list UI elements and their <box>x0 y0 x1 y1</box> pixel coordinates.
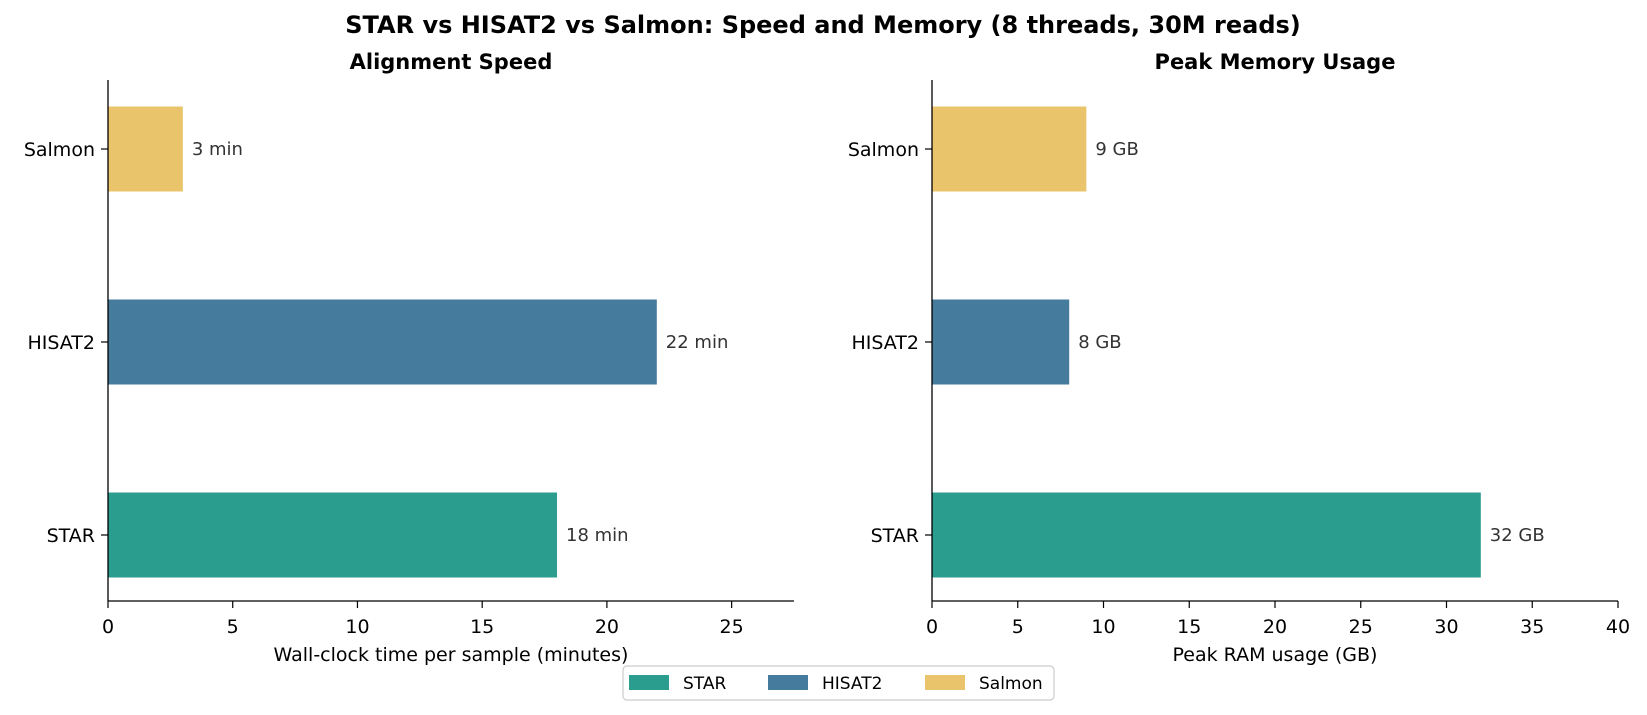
bar-value-label: 32 GB <box>1490 525 1545 546</box>
x-tick-label: 20 <box>1263 616 1287 638</box>
x-tick-label: 0 <box>926 616 938 638</box>
bar-value-label: 22 min <box>666 332 729 353</box>
x-tick-label: 10 <box>345 616 369 638</box>
x-tick-label: 20 <box>595 616 619 638</box>
panel-title: Peak Memory Usage <box>1155 50 1396 74</box>
chart-panel: Peak Memory Usage 32 GB STAR 8 GB HISAT2 9 GB… <box>848 50 1630 666</box>
legend-swatch-star <box>629 675 669 690</box>
y-tick-label: STAR <box>871 525 919 547</box>
chart-suptitle: STAR vs HISAT2 vs Salmon: Speed and Memo… <box>345 11 1301 39</box>
chart-panel: Alignment Speed 18 min STAR 22 min HISAT2 3 m… <box>24 50 794 666</box>
bar-value-label: 8 GB <box>1078 332 1121 353</box>
x-axis-label: Wall-clock time per sample (minutes) <box>274 644 629 666</box>
legend-frame <box>622 665 1055 701</box>
legend-swatch-salmon <box>925 675 965 690</box>
legend-swatch-hisat2 <box>768 675 808 690</box>
x-tick-label: 30 <box>1434 616 1458 638</box>
bar-salmon <box>932 106 1087 192</box>
x-axis-label: Peak RAM usage (GB) <box>1173 644 1378 666</box>
bar-value-label: 18 min <box>566 525 629 546</box>
legend-label: HISAT2 <box>822 674 882 694</box>
y-tick-label: HISAT2 <box>27 332 95 354</box>
x-tick-label: 15 <box>1177 616 1201 638</box>
bar-hisat2 <box>108 299 657 385</box>
bar-value-label: 9 GB <box>1095 139 1138 160</box>
bar-star <box>932 492 1481 578</box>
x-tick-label: 40 <box>1606 616 1630 638</box>
chart-legend: STAR HISAT2 Salmon <box>622 665 1055 701</box>
panel-title: Alignment Speed <box>350 50 553 74</box>
bar-salmon <box>108 106 183 192</box>
x-tick-label: 25 <box>720 616 744 638</box>
y-tick-label: Salmon <box>848 139 919 161</box>
legend-label: STAR <box>683 674 726 694</box>
x-tick-label: 25 <box>1349 616 1373 638</box>
y-tick-label: Salmon <box>24 139 95 161</box>
x-tick-label: 15 <box>470 616 494 638</box>
x-tick-label: 10 <box>1091 616 1115 638</box>
x-tick-label: 5 <box>1012 616 1024 638</box>
bar-value-label: 3 min <box>192 139 243 160</box>
bar-star <box>108 492 558 578</box>
y-tick-label: HISAT2 <box>851 332 919 354</box>
x-tick-label: 5 <box>227 616 239 638</box>
legend-label: Salmon <box>979 674 1043 694</box>
chart-panels: Alignment Speed 18 min STAR 22 min HISAT2 3 m… <box>24 50 1630 666</box>
y-tick-label: STAR <box>47 525 95 547</box>
bar-hisat2 <box>932 299 1070 385</box>
x-tick-label: 0 <box>102 616 114 638</box>
x-tick-label: 35 <box>1520 616 1544 638</box>
